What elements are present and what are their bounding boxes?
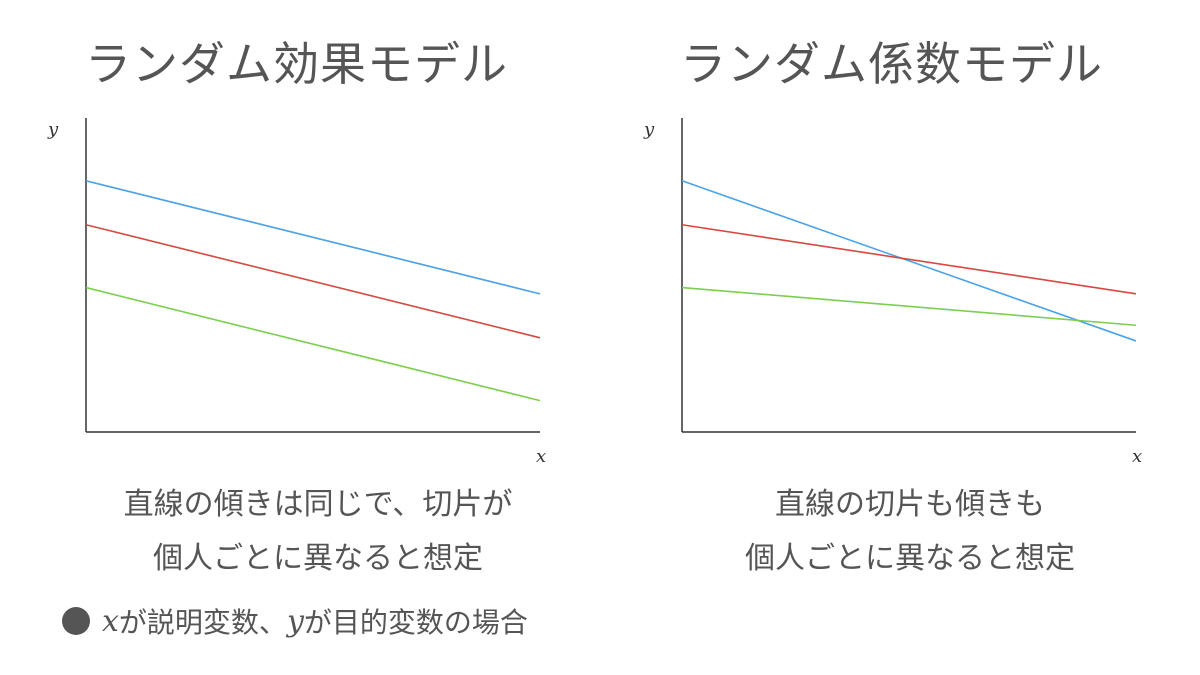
note-var-x: x [102, 603, 119, 639]
x-axis-label: x [1132, 446, 1142, 467]
random-effects-title: ランダム効果モデル [85, 37, 508, 91]
series-line-1 [681, 180, 1137, 342]
caption-line: 直線の切片も傾きも [775, 487, 1045, 522]
random-coefficients-chart: yx [643, 118, 1142, 467]
caption-line: 個人ごとに異なると想定 [745, 541, 1075, 576]
caption-line: 個人ごとに異なると想定 [153, 541, 483, 576]
series-line-3 [85, 286, 541, 402]
random-effects-caption: 直線の傾きは同じで、切片が 個人ごとに異なると想定 [68, 478, 568, 586]
random-coefficients-caption: 直線の切片も傾きも 個人ごとに異なると想定 [660, 478, 1160, 586]
series-line-2 [681, 223, 1137, 295]
note-text-1: が説明変数、 [118, 606, 287, 639]
y-axis-label: y [643, 119, 655, 140]
bullet-icon [62, 607, 90, 635]
series-line-3 [681, 286, 1137, 327]
x-axis-label: x [536, 446, 546, 467]
series-line-2 [85, 223, 541, 339]
series-line-1 [85, 180, 541, 295]
variable-note: x が説明変数、 y が目的変数の場合 [62, 599, 528, 643]
random-effects-chart: yx [47, 118, 546, 467]
y-axis-label: y [47, 119, 59, 140]
random-coefficients-title: ランダム係数モデル [680, 37, 1103, 91]
caption-line: 直線の傾きは同じで、切片が [123, 487, 513, 522]
note-var-y: y [286, 603, 304, 639]
note-text-2: が目的変数の場合 [303, 606, 528, 639]
